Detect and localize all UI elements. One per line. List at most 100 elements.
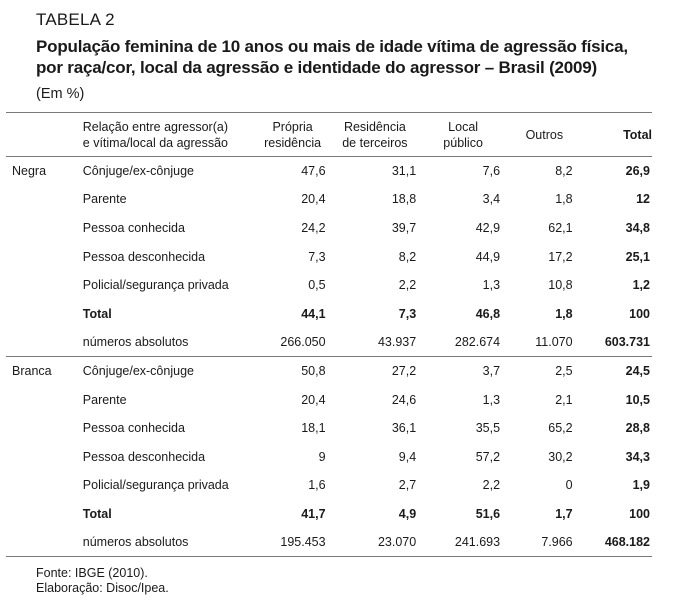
- header-col2-line-1: Residência: [343, 119, 406, 134]
- cell-value: 44,1: [301, 306, 326, 321]
- cell-total: 10,5: [625, 392, 650, 407]
- cell-value: 2,5: [555, 364, 573, 379]
- group-label: [6, 471, 79, 500]
- cell-value: 65,2: [548, 421, 573, 436]
- cell-value: 57,2: [475, 449, 501, 464]
- cell-value: 2,1: [555, 392, 573, 407]
- cell-value: 1,8: [555, 306, 573, 321]
- cell-value: 1,3: [482, 278, 501, 293]
- cell-value: 7,3: [398, 306, 417, 321]
- cell-total: 12: [636, 192, 650, 207]
- row-label: Cônjuge/ex-cônjuge: [82, 164, 194, 179]
- header-propria-residencia: Própria residência: [256, 113, 330, 157]
- cell-total: 24,5: [625, 364, 650, 379]
- group-label: [6, 214, 79, 243]
- cell-value: 20,4: [301, 392, 326, 407]
- group-label: [6, 271, 79, 300]
- cell-value: 241.693: [454, 535, 501, 550]
- cell-value: 47,6: [301, 164, 326, 179]
- row-label: números absolutos: [82, 535, 189, 550]
- cell-value: 0: [565, 478, 573, 493]
- group-label: [6, 414, 79, 443]
- cell-total: 1,9: [632, 478, 650, 493]
- header-col3-line-2: público: [443, 135, 483, 150]
- table-row: Policial/segurança privada 1,6 2,7 2,2 0 1,9: [6, 471, 652, 500]
- cell-value: 10,8: [548, 278, 573, 293]
- header-col1-line-2: residência: [264, 135, 322, 150]
- table-row: Parente 20,4 18,8 3,4 1,8 12: [6, 185, 652, 214]
- group-label: [6, 528, 79, 557]
- table-row: Parente 20,4 24,6 1,3 2,1 10,5: [6, 385, 652, 414]
- cell-value: 43.937: [377, 335, 417, 350]
- table-row: números absolutos 266.050 43.937 282.674 11.…: [6, 328, 652, 357]
- table-row: Policial/segurança privada 0,5 2,2 1,3 10,8 1…: [6, 271, 652, 300]
- header-total: Total: [623, 127, 652, 142]
- group-label: Branca: [12, 364, 52, 379]
- cell-value: 7,3: [308, 249, 326, 264]
- row-label: Parente: [82, 392, 127, 407]
- cell-value: 2,7: [398, 478, 417, 493]
- cell-value: 20,4: [301, 192, 326, 207]
- group-label: [6, 500, 79, 529]
- cell-value: 36,1: [391, 421, 417, 436]
- cell-total: 34,3: [625, 449, 650, 464]
- cell-value: 51,6: [475, 506, 501, 521]
- group-label: [6, 299, 79, 328]
- cell-total: 34,8: [625, 220, 650, 235]
- cell-value: 35,5: [475, 421, 501, 436]
- group-label: [6, 385, 79, 414]
- header-local-publico: Local público: [420, 113, 506, 157]
- table-row: Pessoa desconhecida 7,3 8,2 44,9 17,2 25,1: [6, 242, 652, 271]
- row-label: Pessoa conhecida: [82, 421, 185, 436]
- cell-value: 1,3: [482, 392, 501, 407]
- table-row: Pessoa conhecida 24,2 39,7 42,9 62,1 34,8: [6, 214, 652, 243]
- header-residencia-terceiros: Residência de terceiros: [330, 113, 421, 157]
- cell-value: 39,7: [391, 220, 417, 235]
- cell-value: 62,1: [548, 220, 573, 235]
- cell-value: 41,7: [301, 506, 326, 521]
- cell-value: 18,8: [391, 192, 417, 207]
- row-label: Pessoa desconhecida: [82, 249, 206, 264]
- row-label: Total: [82, 306, 112, 321]
- cell-value: 266.050: [280, 335, 326, 350]
- footnotes: Fonte: IBGE (2010). Elaboração: Disoc/Ip…: [36, 566, 169, 596]
- table-row: Pessoa conhecida 18,1 36,1 35,5 65,2 28,8: [6, 414, 652, 443]
- cell-value: 7,6: [482, 164, 501, 179]
- cell-value: 8,2: [398, 249, 417, 264]
- cell-value: 3,4: [482, 192, 501, 207]
- cell-value: 2,2: [482, 478, 501, 493]
- table-row: Pessoa desconhecida 9 9,4 57,2 30,2 34,3: [6, 442, 652, 471]
- cell-total: 28,8: [625, 421, 650, 436]
- row-label: Pessoa conhecida: [82, 220, 185, 235]
- group-label: [6, 442, 79, 471]
- cell-total: 468.182: [604, 535, 650, 550]
- header-relation-line-2: e vítima/local da agressão: [82, 135, 228, 150]
- unit-note: (Em %): [36, 86, 85, 102]
- cell-value: 27,2: [391, 364, 417, 379]
- cell-value: 46,8: [475, 306, 501, 321]
- table-row: Negra Cônjuge/ex-cônjuge 47,6 31,1 7,6 8,2 26,…: [6, 157, 652, 186]
- group-label: [6, 185, 79, 214]
- cell-value: 18,1: [301, 421, 326, 436]
- header-col1-line-1: Própria: [272, 119, 313, 134]
- header-relation-line-1: Relação entre agressor(a): [82, 119, 228, 134]
- group-label: [6, 328, 79, 357]
- cell-value: 1,7: [555, 506, 573, 521]
- table-row: Total 41,7 4,9 51,6 1,7 100: [6, 500, 652, 529]
- cell-value: 3,7: [482, 364, 501, 379]
- table-label: TABELA 2: [36, 10, 115, 29]
- cell-total: 25,1: [625, 249, 650, 264]
- cell-value: 1,6: [308, 478, 326, 493]
- row-label: Parente: [82, 192, 127, 207]
- cell-value: 11.070: [535, 335, 573, 350]
- cell-total: 603.731: [604, 335, 650, 350]
- cell-value: 8,2: [555, 164, 573, 179]
- cell-value: 44,9: [475, 249, 501, 264]
- cell-value: 31,1: [391, 164, 417, 179]
- cell-total: 100: [629, 306, 650, 321]
- elaboration-note: Elaboração: Disoc/Ipea.: [36, 581, 169, 595]
- row-label: Pessoa desconhecida: [82, 449, 206, 464]
- row-label: Policial/segurança privada: [82, 278, 229, 293]
- header-col2-line-2: de terceiros: [342, 135, 408, 150]
